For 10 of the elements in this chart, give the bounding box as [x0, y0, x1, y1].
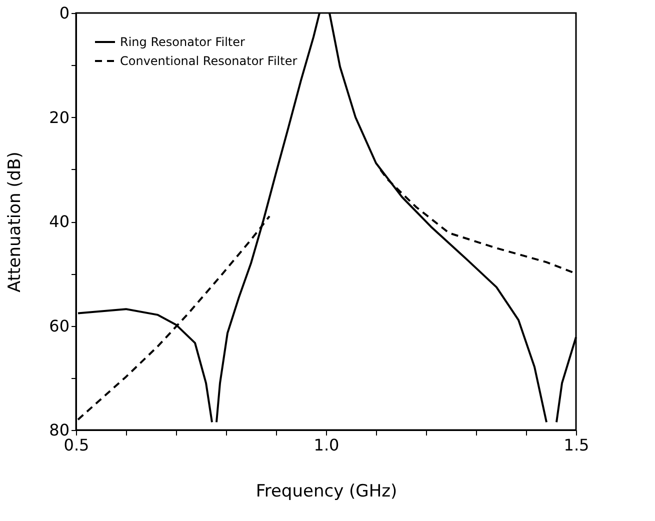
y-axis-title: Attenuation (dB) [5, 152, 26, 292]
y-tick-label: 60 [49, 316, 70, 336]
x-tick-label: 1.5 [564, 436, 590, 454]
y-tick-label: 0 [59, 4, 70, 22]
x-tick-label: 1.0 [314, 436, 340, 454]
y-tick-label: 40 [49, 212, 70, 231]
legend-label: Conventional Resonator Filter [120, 54, 298, 68]
x-axis-title: Frequency (GHz) [256, 482, 398, 502]
legend-label: Ring Resonator Filter [120, 35, 246, 49]
y-tick-label: 20 [49, 108, 70, 127]
